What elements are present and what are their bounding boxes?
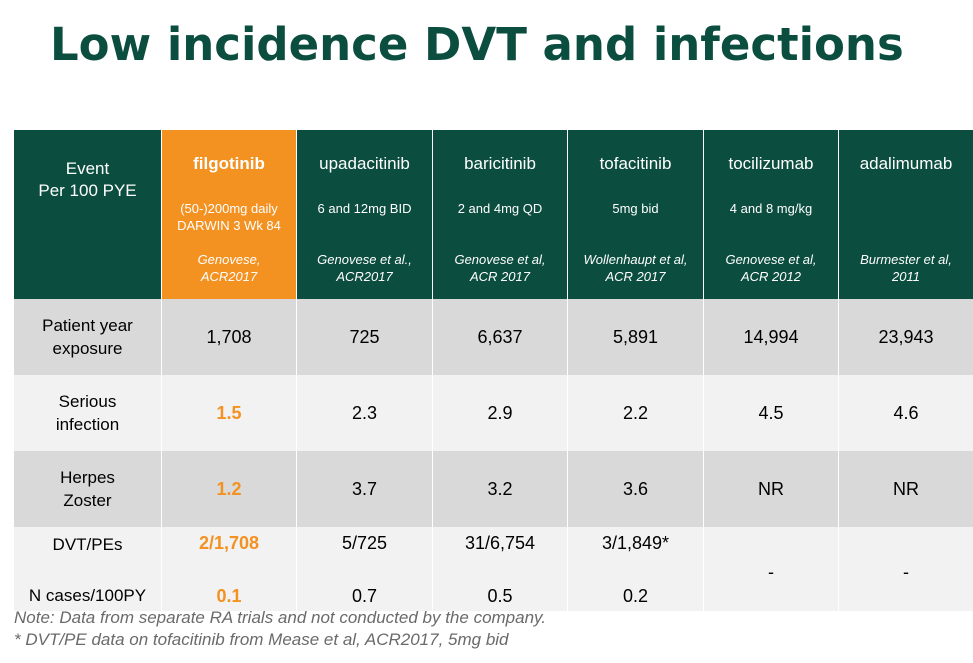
cell-value: 5/725 — [296, 527, 433, 563]
drug-dose: 4 and 8 mg/kg — [729, 201, 813, 216]
cell-value: 2.2 — [567, 375, 704, 451]
comparison-table: Event Per 100 PYE filgotinib (50-)200mg … — [13, 130, 973, 611]
cell-value: 2.3 — [296, 375, 433, 451]
table-row-dvt-pes: DVT/PEs 2/1,708 5/725 31/6,754 3/1,849* … — [13, 527, 973, 611]
drug-dose: 5mg bid — [612, 201, 659, 216]
row-label-line: infection — [55, 415, 120, 434]
cell-value: 0.2 — [567, 577, 704, 611]
cell-value: 5,891 — [567, 299, 704, 375]
row-label: N cases/100PY — [13, 577, 162, 611]
drug-ref: Genovese et al, — [725, 252, 817, 267]
drug-name: tofacitinib — [599, 154, 672, 173]
cell-value: 1,708 — [161, 299, 297, 375]
spacer-cell — [567, 563, 704, 577]
row-label-line: Patient year — [42, 316, 133, 335]
cell-value: 6,637 — [432, 299, 568, 375]
cell-value: 3.7 — [296, 451, 433, 527]
drug-ref-year: 2011 — [892, 269, 920, 284]
row-label: Herpes Zoster — [13, 451, 162, 527]
drug-name: filgotinib — [193, 154, 265, 173]
cell-value: NR — [838, 451, 973, 527]
spacer-cell — [13, 563, 162, 577]
drug-ref-year: ACR 2012 — [741, 269, 801, 284]
drug-ref: Wollenhaupt et al, — [583, 252, 688, 267]
row-label-line: exposure — [52, 339, 123, 358]
drug-name: adalimumab — [859, 154, 953, 173]
cell-value: 31/6,754 — [432, 527, 568, 563]
drug-ref-year: ACR 2017 — [470, 269, 530, 284]
cell-value: 2.9 — [432, 375, 568, 451]
drug-study: DARWIN 3 Wk 84 — [177, 218, 281, 233]
spacer-cell — [296, 563, 433, 577]
drug-ref: Genovese et al, — [454, 252, 546, 267]
cell-value-merged: - — [838, 527, 973, 611]
header-tofacitinib: tofacitinib 5mg bid Wollenhaupt et al, AC… — [567, 130, 704, 299]
spacer-cell — [161, 563, 297, 577]
cell-value-highlight: 1.5 — [161, 375, 297, 451]
table-row-herpes-zoster: Herpes Zoster 1.2 3.7 3.2 3.6 NR NR — [13, 451, 973, 527]
table-row-serious-infection: Serious infection 1.5 2.3 2.9 2.2 4.5 4.6 — [13, 375, 973, 451]
cell-value-highlight: 1.2 — [161, 451, 297, 527]
footnote-line: Note: Data from separate RA trials and n… — [14, 608, 547, 627]
drug-name: baricitinib — [464, 154, 536, 173]
header-filgotinib: filgotinib (50-)200mg daily DARWIN 3 Wk 8… — [161, 130, 297, 299]
row-label: Serious infection — [13, 375, 162, 451]
header-upadacitinib: upadacitinib 6 and 12mg BID Genovese et … — [296, 130, 433, 299]
drug-ref: Genovese, — [197, 252, 261, 267]
footnote-line: * DVT/PE data on tofacitinib from Mease … — [14, 630, 509, 649]
spacer-cell — [432, 563, 568, 577]
header-baricitinib: baricitinib 2 and 4mg QD Genovese et al,… — [432, 130, 568, 299]
row-label-line: Serious — [58, 392, 117, 411]
row-label: Patient year exposure — [13, 299, 162, 375]
cell-value: NR — [703, 451, 839, 527]
header-tocilizumab: tocilizumab 4 and 8 mg/kg Genovese et al… — [703, 130, 839, 299]
row-label-line: Herpes — [60, 468, 115, 487]
cell-value: 3.2 — [432, 451, 568, 527]
event-sub-label: Per 100 PYE — [38, 181, 137, 200]
cell-value: 4.6 — [838, 375, 973, 451]
footnotes: Note: Data from separate RA trials and n… — [14, 607, 546, 651]
row-label-line: Zoster — [63, 491, 112, 510]
drug-ref: Burmester et al, — [860, 252, 952, 267]
drug-ref: Genovese et al., — [317, 252, 412, 267]
event-label: Event — [65, 159, 110, 178]
drug-dose: (50-)200mg daily — [180, 201, 278, 216]
table-row-n-cases: N cases/100PY 0.1 0.7 0.5 0.2 — [13, 577, 973, 611]
cell-value: 3.6 — [567, 451, 704, 527]
cell-value-highlight: 2/1,708 — [161, 527, 297, 563]
table-row-patient-year-exposure: Patient year exposure 1,708 725 6,637 5,8… — [13, 299, 973, 375]
cell-value: 23,943 — [838, 299, 973, 375]
drug-ref-year: ACR2017 — [200, 269, 258, 284]
drug-dose: 2 and 4mg QD — [457, 201, 543, 216]
header-event-cell: Event Per 100 PYE — [13, 130, 162, 299]
cell-value: 14,994 — [703, 299, 839, 375]
table-row-spacer — [13, 563, 973, 577]
drug-ref-year: ACR2017 — [336, 269, 393, 284]
cell-value: 3/1,849* — [567, 527, 704, 563]
drug-dose: 6 and 12mg BID — [317, 201, 412, 216]
page-title: Low incidence DVT and infections — [50, 18, 904, 71]
drug-ref-year: ACR 2017 — [605, 269, 666, 284]
cell-value: 4.5 — [703, 375, 839, 451]
header-adalimumab: adalimumab Burmester et al, 2011 — [838, 130, 973, 299]
drug-name: tocilizumab — [728, 154, 814, 173]
row-label: DVT/PEs — [13, 527, 162, 563]
cell-value-highlight: 0.1 — [161, 577, 297, 611]
cell-value: 0.7 — [296, 577, 433, 611]
cell-value: 725 — [296, 299, 433, 375]
cell-value-merged: - — [703, 527, 839, 611]
cell-value: 0.5 — [432, 577, 568, 611]
drug-name: upadacitinib — [319, 154, 410, 173]
table-header-row: Event Per 100 PYE filgotinib (50-)200mg … — [13, 130, 973, 299]
